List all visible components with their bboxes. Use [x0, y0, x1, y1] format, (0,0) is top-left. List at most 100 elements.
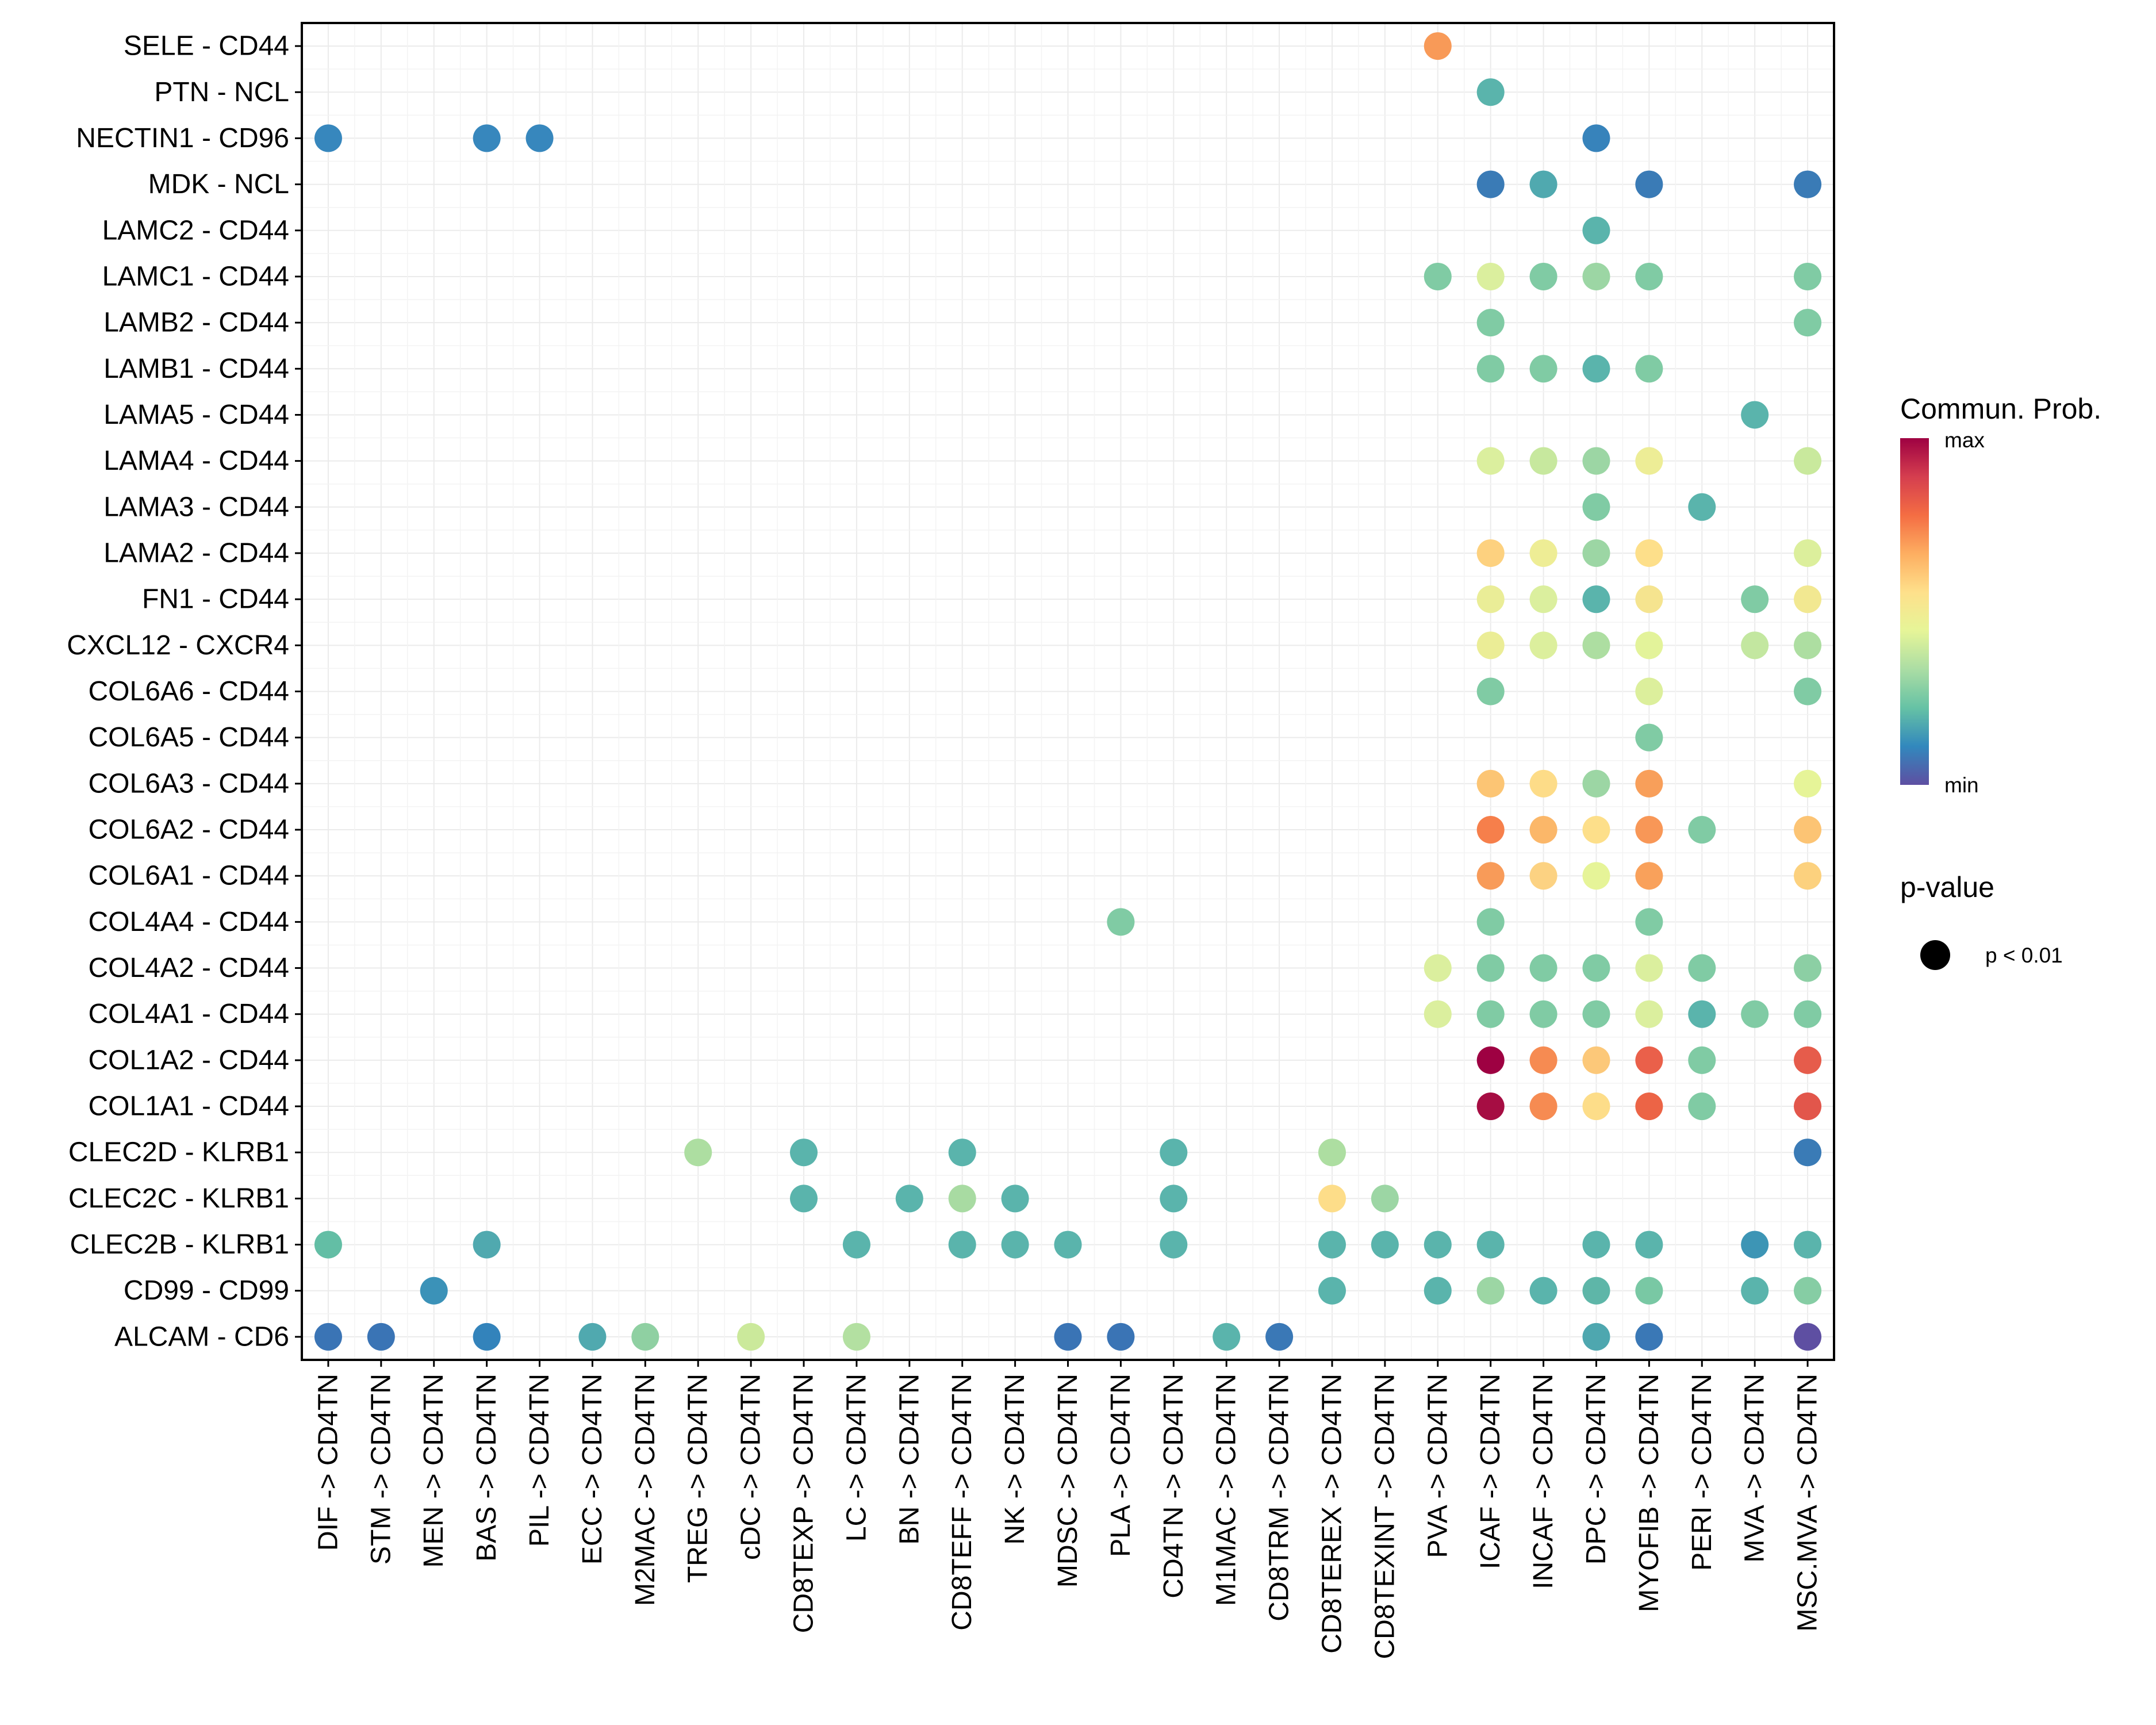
data-point: [1794, 1276, 1822, 1305]
data-point: [1582, 954, 1610, 982]
x-tick-label: MVA -> CD4TN: [1740, 1374, 1770, 1563]
data-point: [1529, 862, 1557, 890]
data-point: [473, 1322, 501, 1351]
data-point: [1688, 1000, 1716, 1028]
data-point: [1794, 170, 1822, 198]
x-tick-label: CD8TEFF -> CD4TN: [947, 1374, 977, 1631]
x-tick-label: MEN -> CD4TN: [419, 1374, 449, 1567]
data-point: [1424, 1276, 1452, 1305]
data-point: [1635, 1046, 1663, 1074]
colorbar-title: Commun. Prob.: [1900, 393, 2101, 425]
x-tick-label: PLA -> CD4TN: [1106, 1374, 1136, 1557]
y-axis: SELE - CD44 PTN - NCL NECTIN1 - CD96 MDK - …: [67, 31, 302, 1352]
data-point: [1160, 1138, 1188, 1167]
x-tick-label: cDC -> CD4TN: [736, 1374, 766, 1560]
y-tick-label: LAMA5 - CD44: [103, 400, 289, 430]
legend: Commun. Prob. max min p-value p < 0.01: [1900, 393, 2101, 970]
data-point: [1424, 1230, 1452, 1259]
data-point: [1582, 631, 1610, 660]
data-point: [1476, 677, 1505, 706]
data-point: [1529, 262, 1557, 290]
y-tick-label: COL6A6 - CD44: [89, 676, 289, 707]
y-tick-label: CLEC2D - KLRB1: [68, 1137, 289, 1168]
x-tick-label: INCAF -> CD4TN: [1528, 1374, 1559, 1589]
y-tick-label: COL1A2 - CD44: [89, 1045, 289, 1075]
size-legend-title: p-value: [1900, 871, 1994, 903]
data-point: [1794, 539, 1822, 567]
data-point: [1582, 124, 1610, 152]
data-point: [1582, 1322, 1610, 1351]
data-point: [1582, 816, 1610, 844]
x-tick-label: NK -> CD4TN: [1000, 1374, 1030, 1544]
x-tick-label: ECC -> CD4TN: [577, 1374, 608, 1565]
data-point: [1107, 908, 1135, 936]
x-tick-label: BN -> CD4TN: [894, 1374, 924, 1544]
y-tick-label: LAMA4 - CD44: [103, 446, 289, 476]
data-point: [1794, 447, 1822, 475]
data-point: [1635, 954, 1663, 982]
data-point: [1424, 32, 1452, 60]
data-points: [314, 32, 1822, 1351]
data-point: [1582, 1230, 1610, 1259]
x-tick-label: M2MAC -> CD4TN: [630, 1374, 661, 1606]
x-tick-label: CD4TN -> CD4TN: [1158, 1374, 1189, 1598]
data-point: [1794, 1092, 1822, 1121]
data-point: [1582, 447, 1610, 475]
data-point: [1635, 585, 1663, 614]
y-tick-label: ALCAM - CD6: [114, 1321, 289, 1352]
y-tick-label: FN1 - CD44: [142, 584, 289, 615]
y-tick-label: NECTIN1 - CD96: [76, 123, 289, 154]
data-point: [1529, 769, 1557, 798]
data-point: [631, 1322, 659, 1351]
y-tick-label: LAMB2 - CD44: [103, 308, 289, 338]
data-point: [314, 1322, 342, 1351]
data-point: [1635, 539, 1663, 567]
y-tick-label: LAMA2 - CD44: [103, 538, 289, 568]
data-point: [1529, 539, 1557, 567]
x-tick-label: TREG -> CD4TN: [683, 1374, 713, 1583]
y-tick-label: SELE - CD44: [124, 31, 289, 62]
data-point: [1476, 355, 1505, 383]
y-tick-label: LAMC1 - CD44: [102, 261, 289, 292]
data-point: [1635, 1092, 1663, 1121]
data-point: [1529, 1000, 1557, 1028]
x-tick-label: CD8TEXP -> CD4TN: [789, 1374, 819, 1633]
data-point: [1582, 493, 1610, 521]
data-point: [1741, 631, 1769, 660]
data-point: [1635, 816, 1663, 844]
data-point: [1318, 1230, 1346, 1259]
data-point: [578, 1322, 607, 1351]
data-point: [1582, 1000, 1610, 1028]
data-point: [1635, 723, 1663, 752]
data-point: [1635, 262, 1663, 290]
data-point: [1794, 1138, 1822, 1167]
data-point: [1529, 170, 1557, 198]
data-point: [1371, 1184, 1399, 1213]
data-point: [1001, 1230, 1029, 1259]
x-tick-label: MSC.MVA -> CD4TN: [1793, 1374, 1823, 1632]
x-tick-label: M1MAC -> CD4TN: [1211, 1374, 1242, 1606]
data-point: [1582, 1276, 1610, 1305]
colorbar-min-label: min: [1944, 773, 1979, 797]
y-tick-label: COL6A1 - CD44: [89, 861, 289, 891]
y-tick-label: CLEC2B - KLRB1: [70, 1229, 290, 1260]
data-point: [1635, 1276, 1663, 1305]
y-tick-label: COL6A5 - CD44: [89, 722, 289, 753]
data-point: [1054, 1322, 1082, 1351]
data-point: [1635, 908, 1663, 936]
data-point: [1688, 816, 1716, 844]
data-point: [842, 1230, 870, 1259]
y-tick-label: MDK - NCL: [148, 169, 289, 200]
data-point: [1160, 1230, 1188, 1259]
data-point: [1529, 355, 1557, 383]
y-tick-label: COL4A4 - CD44: [89, 907, 289, 937]
data-point: [1794, 262, 1822, 290]
data-point: [1582, 216, 1610, 244]
data-point: [1688, 1046, 1716, 1074]
data-point: [1741, 1276, 1769, 1305]
data-point: [1741, 1000, 1769, 1028]
data-point: [790, 1138, 818, 1167]
data-point: [1794, 1046, 1822, 1074]
data-point: [1476, 862, 1505, 890]
